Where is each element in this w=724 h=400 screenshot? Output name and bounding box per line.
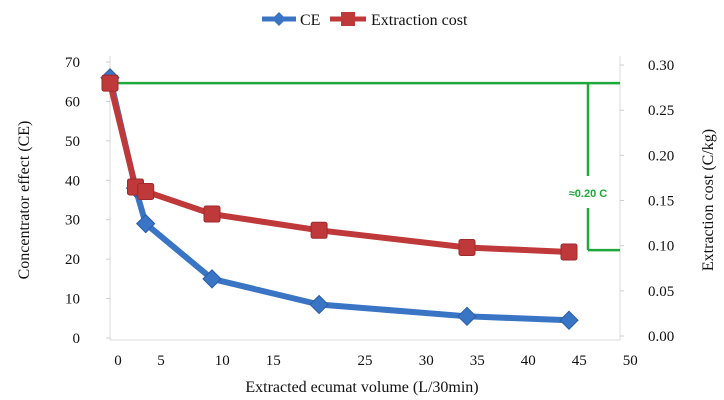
series-line <box>107 74 572 324</box>
series-extraction-cost <box>101 74 578 261</box>
y2-tick-label: 0.05 <box>648 284 674 300</box>
data-point <box>457 306 477 327</box>
data-point <box>310 221 328 239</box>
data-point <box>137 182 155 200</box>
y2-tick-label: 0.30 <box>648 58 674 74</box>
legend-cost-label: Extraction cost <box>371 12 468 29</box>
legend-cost-marker <box>341 12 355 26</box>
data-point <box>559 310 579 330</box>
y-tick-label: 60 <box>65 94 80 110</box>
x-tick-label: 5 <box>157 353 165 369</box>
series-layer <box>100 68 579 330</box>
legend-ce-marker <box>272 12 286 26</box>
legend: CE Extraction cost <box>262 12 468 29</box>
y-axis-title: Concentrator effect (CE) <box>16 121 33 280</box>
data-point <box>202 269 222 289</box>
x-tick-label: 0 <box>114 353 122 369</box>
y2-axis-title: Extraction cost (C/kg) <box>700 129 717 271</box>
x-tick-label: 50 <box>623 353 638 369</box>
data-point <box>309 294 329 315</box>
y2-tick-label: 0.20 <box>648 148 674 164</box>
y2-tick-label: 0.00 <box>648 329 674 345</box>
annotation: ≈0.20 C <box>110 81 620 252</box>
x-tick-label: 10 <box>215 353 230 369</box>
y2-tick-label: 0.25 <box>648 103 674 119</box>
data-point <box>101 74 119 92</box>
y2-tick-label: 0.10 <box>648 239 674 255</box>
axes-layer: 0102030405060700.000.050.100.150.200.250… <box>16 55 717 396</box>
x-tick-label: 40 <box>521 353 536 369</box>
annotation-label: ≈0.20 C <box>569 188 608 200</box>
x-tick-label: 35 <box>470 353 485 369</box>
y-tick-label: 0 <box>73 331 81 347</box>
data-point <box>458 238 476 256</box>
y-tick-label: 20 <box>65 252 80 268</box>
x-tick-label: 30 <box>419 353 434 369</box>
data-point <box>203 205 221 223</box>
data-point <box>135 213 156 234</box>
y-tick-label: 50 <box>65 134 80 150</box>
y-tick-label: 40 <box>65 173 80 189</box>
y2-tick-label: 0.15 <box>648 194 674 210</box>
plot-area <box>109 56 621 341</box>
x-tick-label: 45 <box>572 353 587 369</box>
y-tick-label: 10 <box>65 292 80 308</box>
legend-ce-label: CE <box>300 12 320 29</box>
x-tick-label: 25 <box>358 353 373 369</box>
series-line <box>107 80 572 255</box>
data-point <box>560 243 578 261</box>
x-tick-label: 15 <box>266 353 281 369</box>
x-axis-title: Extracted ecumat volume (L/30min) <box>245 379 478 396</box>
y-tick-label: 30 <box>65 213 80 229</box>
y-tick-label: 70 <box>65 55 80 71</box>
